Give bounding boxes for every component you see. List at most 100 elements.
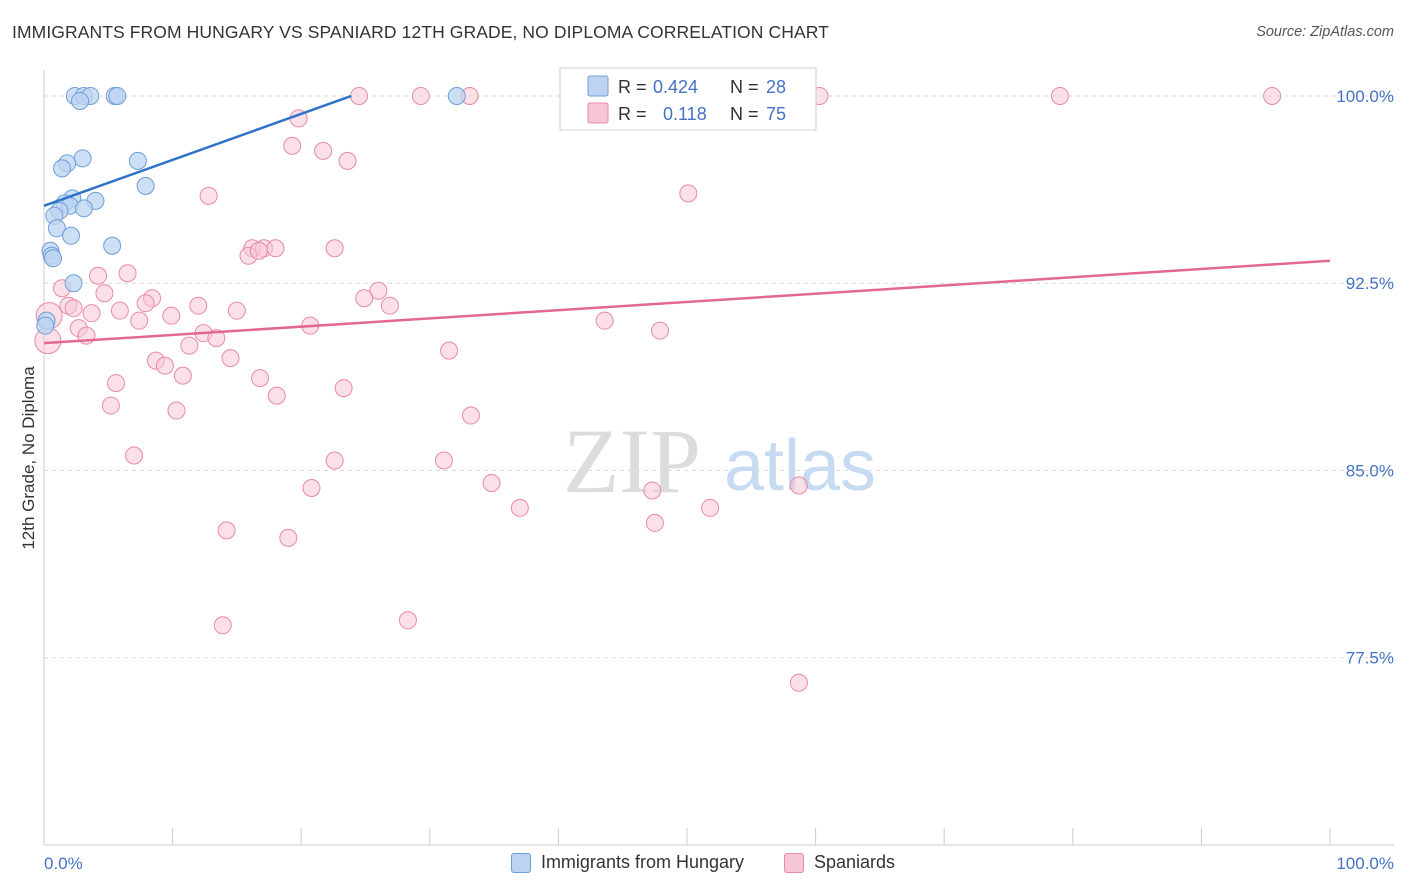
spaniards-point-57 <box>101 396 120 415</box>
spaniards-point-32 <box>227 301 246 320</box>
spaniards-point-56 <box>267 386 286 405</box>
y-tick-label-2: 85.0% <box>1346 461 1394 480</box>
stats-legend: R = 0.424 N = 28 R = 0.118 N = 75 <box>559 67 817 131</box>
spaniards-point-1 <box>411 86 430 105</box>
hungary-point-25 <box>64 274 83 293</box>
hungary-point-5 <box>71 91 90 110</box>
spaniards-point-30 <box>64 299 83 318</box>
spaniards-point-34 <box>110 301 129 320</box>
spaniards-point-73 <box>213 616 232 635</box>
hungary-point-27 <box>36 316 55 335</box>
spaniards-point-28 <box>136 294 155 313</box>
bottom-legend-item-hungary: Immigrants from Hungary <box>510 852 744 873</box>
spaniards-point-74 <box>789 673 808 692</box>
bottom-legend: Immigrants from Hungary Spaniards <box>0 852 1406 873</box>
hungary-point-7 <box>73 149 92 168</box>
trend-lines <box>43 94 1331 345</box>
spaniards-point-68 <box>701 498 720 517</box>
legend-n-value-hungary: 28 <box>766 77 786 97</box>
spaniards-point-62 <box>434 451 453 470</box>
source-label: Source: ZipAtlas.com <box>1256 24 1394 40</box>
y-tick-label-3: 77.5% <box>1346 649 1394 668</box>
spaniards-point-54 <box>107 374 126 393</box>
spaniards-point-11 <box>314 141 333 160</box>
y-tick-label-0: 100.0% <box>1336 87 1394 106</box>
spaniards-point-17 <box>266 239 285 258</box>
hungary-point-4 <box>108 86 127 105</box>
legend-n-value-spaniards: 75 <box>766 104 786 124</box>
hungary-point-9 <box>53 159 72 178</box>
spaniards-point-69 <box>645 513 664 532</box>
spaniards-point-21 <box>89 266 108 285</box>
spaniards-point-52 <box>173 366 192 385</box>
spaniards-point-10 <box>283 136 302 155</box>
spaniards-point-63 <box>482 473 501 492</box>
hungary-points <box>36 86 466 335</box>
spaniards-point-20 <box>325 239 344 258</box>
spaniards-point-12 <box>338 151 357 170</box>
legend-r-label-hungary: R = <box>618 77 647 97</box>
legend-r-label-spaniards: R = <box>618 104 647 124</box>
hungary-point-24 <box>44 249 63 268</box>
legend-swatch-spaniards <box>587 102 609 124</box>
legend-r-value-spaniards: 0.118 <box>663 104 707 124</box>
legend-r-value-hungary: 0.424 <box>653 77 698 97</box>
spaniards-point-37 <box>130 311 149 330</box>
hungary-point-20 <box>62 226 81 245</box>
spaniards-point-35 <box>82 304 101 323</box>
hungary-point-19 <box>47 219 66 238</box>
legend-swatch-hungary <box>587 75 609 97</box>
spaniards-point-58 <box>167 401 186 420</box>
spaniards-point-70 <box>217 521 236 540</box>
spaniards-point-31 <box>189 296 208 315</box>
spaniards-point-33 <box>380 296 399 315</box>
spaniards-point-55 <box>334 379 353 398</box>
gridlines <box>44 95 1394 659</box>
x-tick-label-max: 100.0% <box>1336 854 1394 873</box>
spaniards-point-0 <box>350 86 369 105</box>
spaniards-point-13 <box>199 186 218 205</box>
spaniards-point-39 <box>595 311 614 330</box>
x-tick-label-min: 0.0% <box>44 854 83 873</box>
spaniards-point-26 <box>355 289 374 308</box>
spaniards-point-65 <box>302 478 321 497</box>
spaniards-point-49 <box>221 349 240 368</box>
axes <box>43 70 1394 846</box>
legend-n-label-spaniards: N = <box>730 104 759 124</box>
spaniards-point-25 <box>369 281 388 300</box>
spaniards-point-71 <box>279 528 298 547</box>
spaniards-point-44 <box>207 329 226 348</box>
hungary-point-16 <box>74 199 93 218</box>
bottom-legend-item-spaniards: Spaniards <box>784 852 895 873</box>
spaniards-point-40 <box>650 321 669 340</box>
spaniards-point-59 <box>461 406 480 425</box>
spaniards-point-7 <box>1050 86 1069 105</box>
bottom-legend-label-hungary: Immigrants from Hungary <box>540 852 744 872</box>
y-tick-label-1: 92.5% <box>1346 274 1394 293</box>
spaniards-point-64 <box>789 476 808 495</box>
hungary-point-11 <box>136 176 155 195</box>
spaniards-point-72 <box>398 611 417 630</box>
spaniards-point-66 <box>643 481 662 500</box>
spaniards-point-24 <box>95 284 114 303</box>
spaniards-point-48 <box>440 341 459 360</box>
spaniards-point-53 <box>251 369 270 388</box>
spaniards-point-19 <box>249 241 268 260</box>
bottom-legend-label-spaniards: Spaniards <box>814 852 896 872</box>
spaniards-point-61 <box>325 451 344 470</box>
chart-title: IMMIGRANTS FROM HUNGARY VS SPANIARD 12TH… <box>12 22 829 42</box>
spaniards-point-14 <box>679 184 698 203</box>
hungary-trend-line <box>43 94 352 207</box>
spaniards-point-47 <box>180 336 199 355</box>
spaniards-points <box>34 86 1282 692</box>
spaniards-point-36 <box>162 306 181 325</box>
y-tick-labels: 100.0% 92.5% 85.0% 77.5% <box>1336 87 1394 668</box>
y-axis-title: 12th Grade, No Diploma <box>19 366 38 550</box>
spaniards-point-60 <box>125 446 144 465</box>
legend-n-label-hungary: N = <box>730 77 759 97</box>
bottom-legend-swatch-hungary <box>510 852 531 873</box>
spaniards-point-67 <box>510 498 529 517</box>
spaniards-point-22 <box>118 264 137 283</box>
bottom-legend-swatch-spaniards <box>784 852 804 873</box>
